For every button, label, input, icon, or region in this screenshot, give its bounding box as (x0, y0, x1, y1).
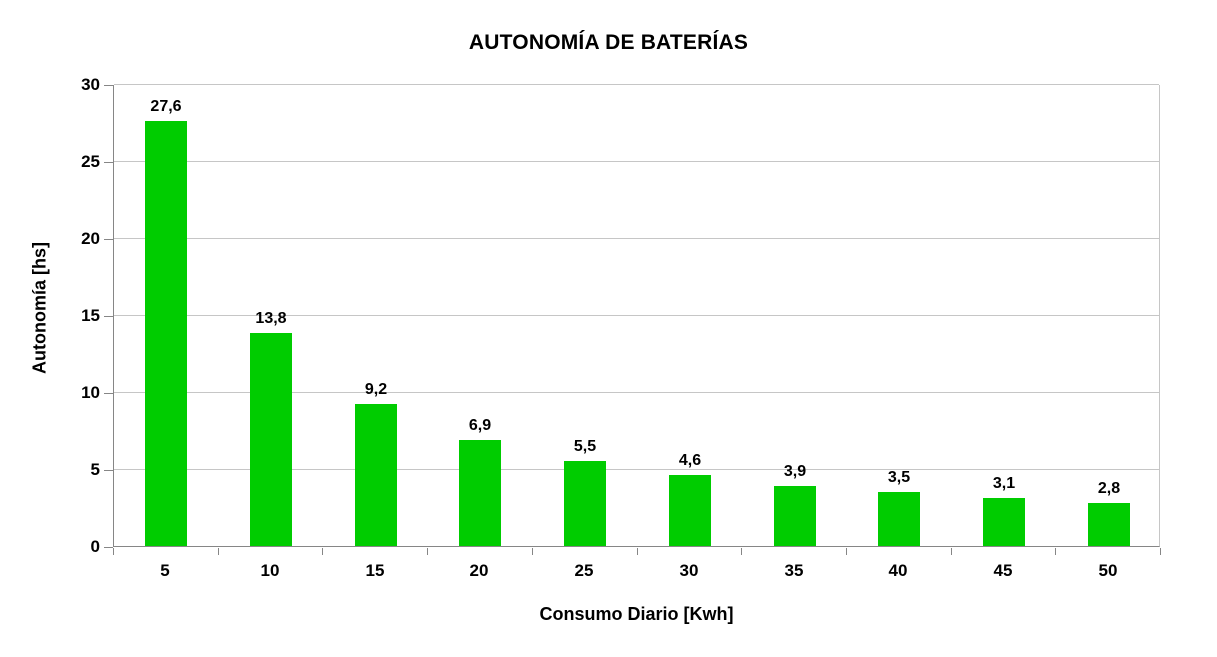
plot-area: 27,6 13,8 9,2 6,9 5,5 4,6 3,9 3,5 3,1 2,8 (113, 84, 1160, 547)
chart-title: AUTONOMÍA DE BATERÍAS (468, 31, 749, 54)
x-tick-label: 50 (1098, 561, 1118, 580)
gridline (114, 469, 1159, 470)
bar-value-label: 13,8 (255, 310, 287, 327)
y-tick-label: 30 (81, 75, 100, 94)
x-tick-mark (1160, 548, 1161, 555)
y-axis-title: Autonomía [hs] (29, 242, 50, 374)
bar (355, 404, 397, 546)
x-tick-mark (427, 548, 428, 555)
y-tick-mark (104, 162, 113, 163)
x-tick-mark (1055, 548, 1056, 555)
bar (459, 440, 501, 546)
bar-value-label: 3,9 (783, 463, 807, 480)
bar (250, 333, 292, 546)
x-tick-mark (846, 548, 847, 555)
x-tick-mark (532, 548, 533, 555)
y-tick-label: 25 (81, 152, 100, 171)
bar (1088, 503, 1130, 546)
bar (983, 498, 1025, 546)
bar-value-label: 9,2 (364, 381, 388, 398)
gridline (114, 238, 1159, 239)
x-tick-mark (637, 548, 638, 555)
bar-value-label: 5,5 (573, 438, 597, 455)
bar-value-label: 3,5 (887, 469, 911, 486)
x-tick-label: 15 (365, 561, 385, 580)
x-tick-label: 40 (888, 561, 908, 580)
y-tick-label: 20 (81, 229, 100, 248)
x-tick-label: 10 (260, 561, 280, 580)
y-tick-mark (104, 85, 113, 86)
x-tick-label: 5 (160, 561, 170, 580)
bar (564, 461, 606, 546)
bar-value-label: 6,9 (468, 417, 492, 434)
x-tick-mark (322, 548, 323, 555)
y-tick-label: 0 (90, 537, 100, 556)
y-tick-mark (104, 316, 113, 317)
bar (878, 492, 920, 546)
y-tick-mark (104, 393, 113, 394)
bar-value-label: 4,6 (678, 452, 702, 469)
x-tick-mark (218, 548, 219, 555)
y-tick-mark (104, 470, 113, 471)
x-tick-mark (951, 548, 952, 555)
y-tick-mark (104, 547, 113, 548)
bar (774, 486, 816, 546)
bar (669, 475, 711, 546)
y-tick-label: 10 (81, 383, 100, 402)
x-tick-mark (113, 548, 114, 555)
bar (145, 121, 187, 546)
bar-value-label: 3,1 (992, 475, 1016, 492)
x-tick-label: 25 (574, 561, 594, 580)
x-tick-mark (741, 548, 742, 555)
bar-value-label: 27,6 (150, 98, 182, 115)
gridline (114, 161, 1159, 162)
gridline (114, 392, 1159, 393)
gridline (114, 84, 1159, 85)
y-tick-mark (104, 239, 113, 240)
x-tick-label: 30 (679, 561, 699, 580)
y-tick-label: 15 (81, 306, 100, 325)
x-tick-label: 20 (469, 561, 489, 580)
y-tick-label: 5 (90, 460, 100, 479)
x-tick-label: 35 (784, 561, 804, 580)
gridline (114, 315, 1159, 316)
x-tick-label: 45 (993, 561, 1013, 580)
x-axis-title: Consumo Diario [Kwh] (539, 604, 734, 624)
bar-value-label: 2,8 (1097, 480, 1121, 497)
